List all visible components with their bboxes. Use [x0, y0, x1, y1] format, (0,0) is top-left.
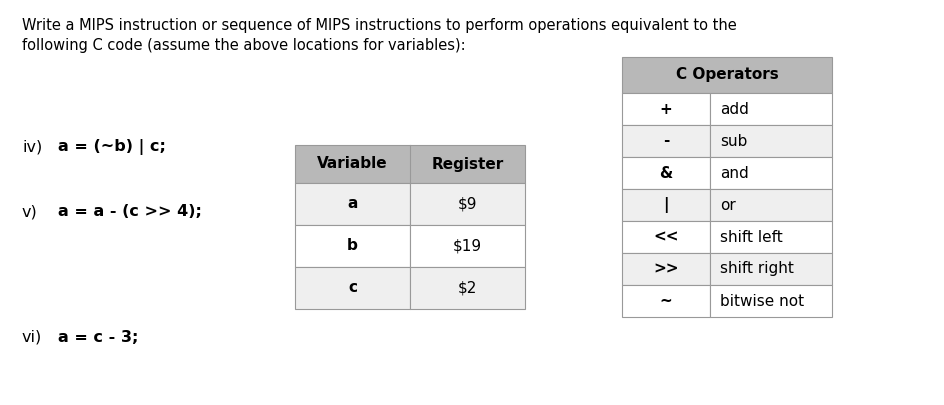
Text: ~: ~: [660, 294, 672, 309]
FancyBboxPatch shape: [622, 93, 710, 125]
Text: following C code (assume the above locations for variables):: following C code (assume the above locat…: [22, 38, 465, 53]
Text: add: add: [720, 102, 749, 117]
FancyBboxPatch shape: [295, 145, 525, 183]
Text: shift left: shift left: [720, 230, 783, 245]
Text: v): v): [22, 205, 38, 220]
Text: &: &: [659, 166, 673, 181]
Text: and: and: [720, 166, 749, 181]
Text: a = c - 3;: a = c - 3;: [58, 330, 139, 345]
Text: vi): vi): [22, 330, 42, 345]
Text: $2: $2: [458, 281, 477, 296]
FancyBboxPatch shape: [622, 285, 710, 317]
FancyBboxPatch shape: [295, 267, 410, 309]
FancyBboxPatch shape: [622, 189, 710, 221]
FancyBboxPatch shape: [710, 189, 832, 221]
Text: <<: <<: [653, 230, 679, 245]
FancyBboxPatch shape: [410, 225, 525, 267]
Text: sub: sub: [720, 134, 748, 149]
FancyBboxPatch shape: [622, 125, 710, 157]
Text: $19: $19: [453, 239, 482, 254]
Text: shift right: shift right: [720, 262, 794, 277]
Text: +: +: [660, 102, 672, 117]
Text: Variable: Variable: [317, 156, 388, 171]
FancyBboxPatch shape: [710, 285, 832, 317]
FancyBboxPatch shape: [295, 225, 410, 267]
Text: a: a: [347, 196, 358, 211]
FancyBboxPatch shape: [410, 267, 525, 309]
Text: a = a - (c >> 4);: a = a - (c >> 4);: [58, 205, 202, 220]
FancyBboxPatch shape: [710, 221, 832, 253]
Text: Write a MIPS instruction or sequence of MIPS instructions to perform operations : Write a MIPS instruction or sequence of …: [22, 18, 736, 33]
Text: or: or: [720, 198, 735, 213]
Text: Register: Register: [431, 156, 504, 171]
FancyBboxPatch shape: [410, 183, 525, 225]
FancyBboxPatch shape: [622, 57, 832, 93]
FancyBboxPatch shape: [710, 125, 832, 157]
FancyBboxPatch shape: [622, 157, 710, 189]
Text: |: |: [664, 197, 668, 213]
Text: >>: >>: [653, 262, 679, 277]
FancyBboxPatch shape: [295, 183, 410, 225]
FancyBboxPatch shape: [622, 221, 710, 253]
FancyBboxPatch shape: [710, 253, 832, 285]
Text: c: c: [348, 281, 357, 296]
Text: b: b: [347, 239, 358, 254]
Text: a = (~b) | c;: a = (~b) | c;: [58, 139, 166, 155]
Text: bitwise not: bitwise not: [720, 294, 804, 309]
Text: $9: $9: [458, 196, 478, 211]
Text: iv): iv): [22, 139, 42, 154]
FancyBboxPatch shape: [710, 157, 832, 189]
FancyBboxPatch shape: [622, 253, 710, 285]
Text: -: -: [663, 134, 669, 149]
FancyBboxPatch shape: [710, 93, 832, 125]
Text: C Operators: C Operators: [676, 68, 779, 83]
